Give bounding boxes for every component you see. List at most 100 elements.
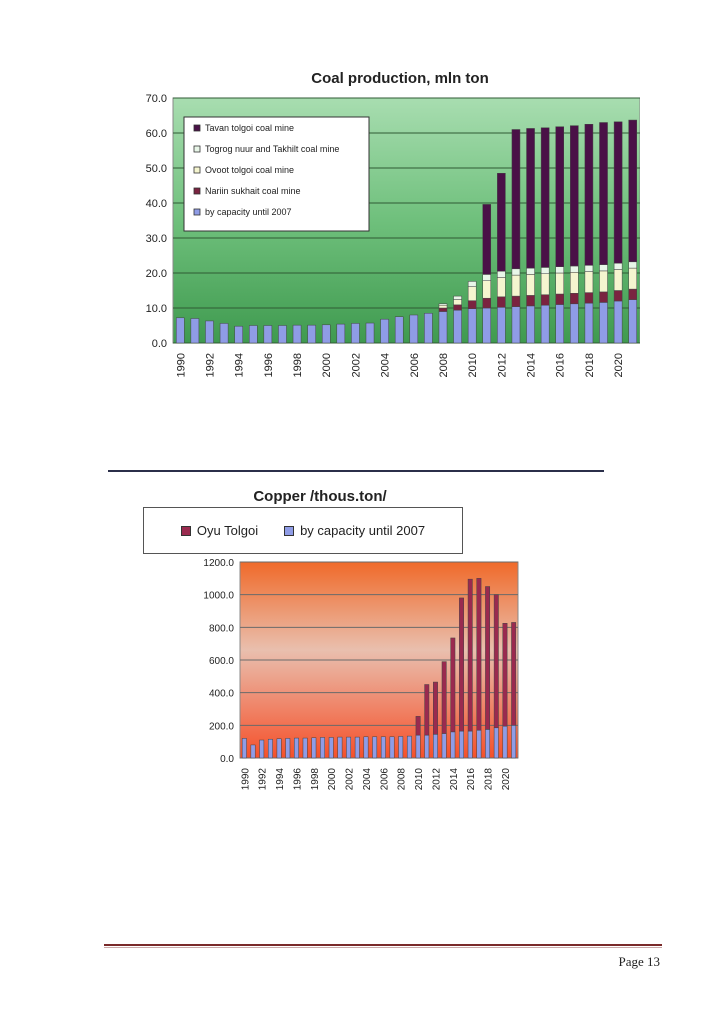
bar-by-capacity-until-2007-2010 [415,734,421,759]
bar-oyu-tolgoi-2016 [467,578,473,732]
bar-by-capacity-until-2007-2002 [346,736,352,759]
bar-togrog-nuur-and-takhilt-coal-mine-2012 [497,271,506,278]
legend-swatch [180,525,191,536]
bar-nariin-sukhait-coal-mine-2020 [613,290,623,302]
bar-by-capacity-until-2007-2012 [433,734,438,759]
x-tick-label: 2004 [362,768,373,791]
legend-swatch [193,145,201,153]
bar-ovoot-tolgoi-coal-mine-2008 [438,304,448,309]
bar-by-capacity-until-2007-2018 [584,302,594,344]
bar-oyu-tolgoi-2021 [511,622,517,726]
bar-ovoot-tolgoi-coal-mine-2015 [540,273,550,295]
bar-oyu-tolgoi-2020 [502,623,508,727]
bar-tavan-tolgoi-coal-mine-2017 [570,125,579,267]
x-tick-label: 2000 [327,768,338,791]
bar-by-capacity-until-2007-2020 [613,300,623,344]
bar-by-capacity-until-2007-1992 [259,739,265,759]
bar-by-capacity-until-2007-2008 [438,311,448,344]
bar-by-capacity-until-2007-2009 [453,309,462,344]
bar-ovoot-tolgoi-coal-mine-2016 [555,272,564,295]
x-tick-label: 1994 [234,353,246,377]
bar-nariin-sukhait-coal-mine-2016 [555,293,564,305]
bar-by-capacity-until-2007-2002 [351,323,360,344]
bar-by-capacity-until-2007-2015 [459,730,464,759]
x-tick-label: 1998 [310,768,321,791]
bar-by-capacity-until-2007-1995 [285,738,291,759]
bar-tavan-tolgoi-coal-mine-2015 [540,127,550,268]
bar-by-capacity-until-2007-2006 [409,314,419,344]
bar-oyu-tolgoi-2019 [493,594,499,729]
bar-nariin-sukhait-coal-mine-2008 [438,307,448,312]
bar-tavan-tolgoi-coal-mine-2016 [555,126,564,267]
legend-label: by capacity until 2007 [300,523,426,538]
bar-ovoot-tolgoi-coal-mine-2017 [570,272,579,294]
bar-by-capacity-until-2007-1999 [307,324,316,344]
bar-by-capacity-until-2007-1993 [219,323,229,344]
legend-item-capacity: by capacity until 2007 [284,523,425,538]
bar-tavan-tolgoi-coal-mine-2019 [599,122,608,265]
coal-production-chart: 0.0 10.0 20.0 30.0 40.0 50.0 60.0 70.0 1990 1992 1… [146,93,640,377]
x-tick-label: 2016 [555,353,567,377]
y-tick-label: 800.0 [209,623,234,634]
bar-by-capacity-until-2007-2007 [424,313,433,344]
x-tick-label: 2016 [466,768,477,791]
bar-by-capacity-until-2007-2014 [526,305,535,344]
bar-oyu-tolgoi-2010 [415,716,421,736]
bar-by-capacity-until-2007-1996 [263,325,273,344]
footer-rule [104,944,662,946]
bar-oyu-tolgoi-2014 [450,637,456,733]
y-tick-label: 10.0 [146,303,167,315]
y-tick-label: 70.0 [146,93,167,105]
bar-ovoot-tolgoi-coal-mine-2019 [599,270,608,293]
bar-by-capacity-until-2007-1990 [176,317,185,344]
bar-togrog-nuur-and-takhilt-coal-mine-2011 [482,274,492,281]
bar-tavan-tolgoi-coal-mine-2011 [482,204,492,275]
bar-by-capacity-until-2007-1993 [267,738,273,759]
bar-by-capacity-until-2007-1997 [302,737,308,759]
bar-ovoot-tolgoi-coal-mine-2014 [526,274,535,296]
bar-nariin-sukhait-coal-mine-2019 [599,291,608,303]
x-tick-label: 1994 [275,768,286,791]
x-tick-label: 2002 [345,768,356,791]
bar-ovoot-tolgoi-coal-mine-2009 [453,299,462,306]
y-tick-label: 1000.0 [203,591,234,602]
bar-ovoot-tolgoi-coal-mine-2013 [511,274,521,297]
bar-by-capacity-until-2007-2008 [398,736,404,759]
page-number: Page 13 [618,954,660,969]
bar-by-capacity-until-2007-2010 [467,308,477,344]
x-tick-label: 2012 [496,353,508,377]
bar-by-capacity-until-2007-2005 [372,736,378,759]
bar-by-capacity-until-2007-2017 [476,729,482,759]
bar-by-capacity-until-2007-1990 [241,738,247,759]
bar-oyu-tolgoi-2018 [485,586,491,730]
legend-swatch [193,187,201,195]
bar-tavan-tolgoi-coal-mine-2020 [613,121,623,264]
x-tick-label: 1998 [292,353,304,377]
bar-nariin-sukhait-coal-mine-2014 [526,295,535,307]
x-tick-label: 2008 [397,768,408,791]
legend-label: Tavan tolgoi coal mine [205,123,294,133]
legend-label: Nariin sukhait coal mine [205,186,301,196]
bar-by-capacity-until-2007-2021 [628,299,637,344]
bar-togrog-nuur-and-takhilt-coal-mine-2020 [613,262,623,270]
bar-by-capacity-until-2007-2004 [380,318,389,344]
bar-nariin-sukhait-coal-mine-2010 [467,300,477,309]
y-tick-label: 0.0 [220,754,234,765]
bar-togrog-nuur-and-takhilt-coal-mine-2015 [540,267,550,274]
footer-rule-thin [104,947,662,948]
bar-ovoot-tolgoi-coal-mine-2021 [628,267,637,290]
bar-by-capacity-until-2007-2017 [570,303,579,344]
x-tick-label: 2020 [613,353,625,377]
bar-by-capacity-until-2007-2014 [450,731,456,759]
bar-tavan-tolgoi-coal-mine-2013 [511,129,521,270]
bar-nariin-sukhait-coal-mine-2009 [453,304,462,311]
x-tick-label: 1990 [175,353,187,377]
x-tick-label: 2014 [449,768,460,791]
legend-label: Togrog nuur and Takhilt coal mine [205,144,339,154]
bar-by-capacity-until-2007-1999 [320,737,325,759]
bar-togrog-nuur-and-takhilt-coal-mine-2014 [526,267,535,275]
bar-by-capacity-until-2007-2000 [328,737,334,759]
bar-by-capacity-until-2007-2015 [540,304,550,344]
bar-by-capacity-until-2007-2001 [336,323,346,344]
bar-togrog-nuur-and-takhilt-coal-mine-2010 [467,281,477,287]
